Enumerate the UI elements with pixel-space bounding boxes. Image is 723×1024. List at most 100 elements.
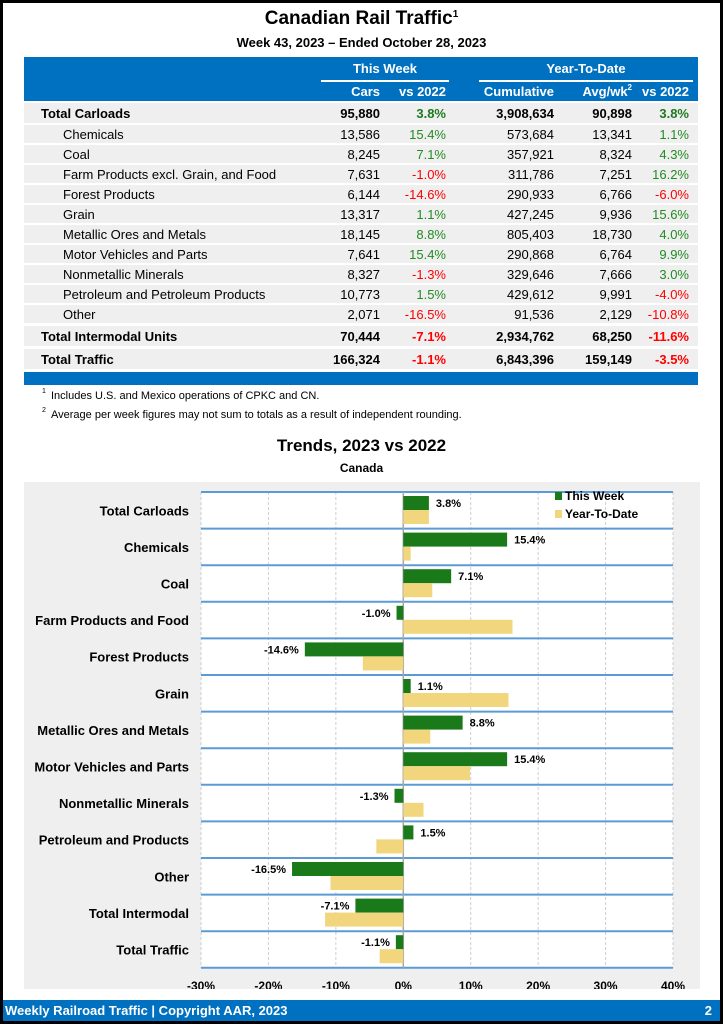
bar-year-to-date (362, 656, 404, 671)
table-row: Nonmetallic Minerals 8,327 -1.3% 329,646 7,6… (24, 263, 698, 283)
cell-cumulative: 429,612 (507, 287, 554, 302)
cell-cumulative: 357,921 (507, 147, 554, 162)
row-label: Metallic Ores and Metals (63, 227, 207, 242)
cell-cars: 166,324 (333, 352, 380, 367)
legend-swatch-year-to-date (555, 510, 562, 518)
table-row: Motor Vehicles and Parts 7,641 15.4% 290,86… (24, 243, 698, 263)
table-row: Total Intermodal Units 70,444 -7.1% 2,934,7… (24, 323, 698, 346)
table-row: Total Traffic 166,324 -1.1% 6,843,396 159,14… (24, 346, 698, 369)
table-row: Other 2,071 -16.5% 91,536 2,129 -10.8% (24, 303, 698, 323)
category-label: Motor Vehicles and Parts (34, 760, 189, 775)
cell-week-pct: -1.3% (412, 267, 446, 282)
x-tick-label: 40% (661, 979, 685, 989)
col-cars: Cars (351, 84, 380, 99)
cell-week-pct: -16.5% (404, 307, 446, 322)
cell-cars: 18,145 (340, 227, 380, 242)
footer-copyright: Weekly Railroad Traffic | Copyright AAR,… (5, 1003, 288, 1018)
cell-cars: 2,071 (347, 307, 380, 322)
table-row: Metallic Ores and Metals 18,145 8.8% 805,40… (24, 223, 698, 243)
bar-this-week (403, 679, 411, 693)
bar-this-week (396, 605, 404, 620)
bar-this-week (403, 532, 508, 547)
cell-ytd-pct: 1.1% (659, 127, 689, 142)
category-label: Other (154, 869, 189, 884)
x-tick-label: 30% (594, 979, 618, 989)
col-vs2022-week: vs 2022 (399, 84, 446, 99)
category-label: Petroleum and Products (39, 833, 189, 848)
table-row: Chemicals 13,586 15.4% 573,684 13,341 1.1% (24, 123, 698, 143)
trends-bar-chart: Total Carloads 3.8% Chemicals 15.4% Coal 7.1%… (34, 489, 685, 989)
bar-year-to-date (403, 510, 429, 524)
cell-avgwk: 18,730 (592, 227, 632, 242)
row-label: Forest Products (63, 187, 155, 202)
cell-avgwk: 2,129 (599, 307, 632, 322)
footnote-marker: 2 (42, 407, 46, 414)
legend-label-year-to-date: Year-To-Date (565, 507, 638, 521)
cell-week-pct: 7.1% (416, 147, 446, 162)
bar-year-to-date (376, 839, 404, 854)
category-label: Nonmetallic Minerals (59, 796, 189, 811)
bar-this-week (355, 898, 404, 913)
footnote-text: Average per week figures may not sum to … (51, 409, 462, 421)
cell-ytd-pct: 3.0% (659, 267, 689, 282)
cell-cars: 8,245 (347, 147, 380, 162)
category-label: Grain (155, 686, 189, 701)
cell-ytd-pct: -10.8% (647, 307, 689, 322)
data-label-this-week: 3.8% (436, 498, 461, 510)
plot-area (201, 492, 673, 968)
cell-ytd-pct: 15.6% (652, 207, 689, 222)
cell-ytd-pct: -3.5% (655, 352, 689, 367)
page-subtitle: Week 43, 2023 – Ended October 28, 2023 (236, 35, 487, 50)
row-label: Petroleum and Petroleum Products (63, 287, 266, 302)
page-footer: Weekly Railroad Traffic | Copyright AAR,… (3, 1000, 720, 1021)
row-label: Coal (63, 147, 90, 162)
col-cumulative: Cumulative (483, 84, 554, 99)
cell-cars: 10,773 (340, 287, 380, 302)
table-footer-bar (24, 369, 698, 385)
x-tick-label: 10% (459, 979, 483, 989)
cell-cars: 6,144 (347, 187, 380, 202)
cell-ytd-pct: 4.3% (659, 147, 689, 162)
row-label: Other (63, 307, 96, 322)
cell-week-pct: -14.6% (404, 187, 446, 202)
row-label: Grain (63, 207, 95, 222)
table-row: Grain 13,317 1.1% 427,245 9,936 15.6% (24, 203, 698, 223)
table-row: Forest Products 6,144 -14.6% 290,933 6,766 -6… (24, 183, 698, 203)
bar-year-to-date (330, 876, 404, 890)
footnote-text: Includes U.S. and Mexico operations of C… (51, 390, 320, 402)
cell-avgwk: 7,251 (599, 167, 632, 182)
cell-avgwk: 6,766 (599, 187, 632, 202)
table-body: Total Carloads 95,880 3.8% 3,908,634 90,898 3… (24, 101, 698, 369)
bar-year-to-date (403, 729, 431, 744)
group-ytd: Year-To-Date (546, 61, 626, 76)
cell-ytd-pct: 16.2% (652, 167, 689, 182)
bar-year-to-date (403, 583, 433, 598)
footnote-2: 2 Average per week figures may not sum to… (42, 407, 462, 421)
category-label: Metallic Ores and Metals (37, 723, 189, 738)
data-label-this-week: 8.8% (470, 718, 495, 730)
bar-this-week (395, 935, 404, 950)
cell-week-pct: 15.4% (409, 127, 446, 142)
cell-avgwk: 13,341 (592, 127, 632, 142)
cell-avgwk: 9,936 (599, 207, 632, 222)
table-row: Farm Products excl. Grain, and Food 7,631… (24, 163, 698, 183)
table-row: Coal 8,245 7.1% 357,921 8,324 4.3% (24, 143, 698, 163)
cell-ytd-pct: -11.6% (648, 329, 689, 344)
col-avgwk-footnote: 2 (627, 83, 632, 92)
row-label: Total Carloads (41, 106, 131, 121)
cell-week-pct: 15.4% (409, 247, 446, 262)
title-text: Canadian Rail Traffic (264, 8, 453, 29)
page-title: Canadian Rail Traffic1 (3, 8, 720, 30)
cell-cumulative: 427,245 (507, 207, 554, 222)
row-label: Total Intermodal Units (41, 329, 178, 344)
row-label: Farm Products excl. Grain, and Food (63, 167, 277, 182)
cell-cumulative: 91,536 (514, 307, 554, 322)
bar-this-week (394, 788, 404, 803)
bar-this-week (292, 862, 404, 876)
data-label-this-week: 1.1% (418, 681, 443, 693)
data-label-this-week: -14.6% (264, 644, 299, 656)
cell-cars: 95,880 (340, 106, 380, 121)
data-label-this-week: 15.4% (514, 535, 545, 547)
traffic-table: This Week Year-To-Date Cars vs 2022 Cumu… (24, 57, 698, 385)
